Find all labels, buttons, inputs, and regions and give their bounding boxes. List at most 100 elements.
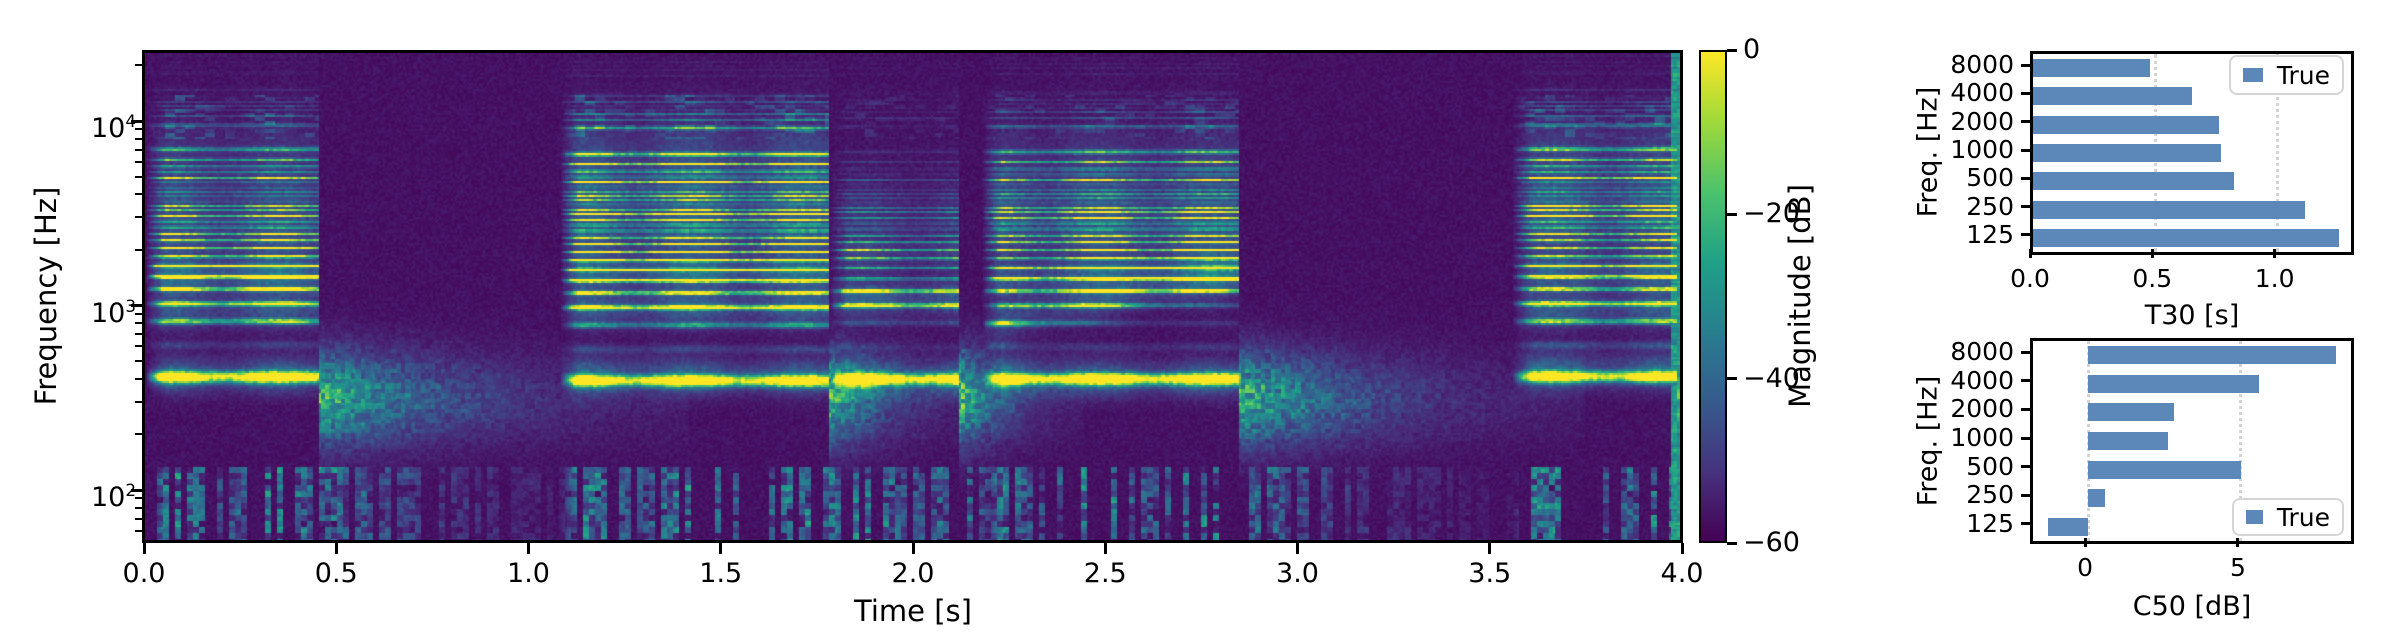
colorbar-tick-label: −20 xyxy=(1743,198,1800,230)
y-minor-tick xyxy=(135,64,142,67)
y-tick-label: 2000 xyxy=(1950,106,2014,136)
x-tick-label: 1.5 xyxy=(699,558,743,589)
y-minor-tick xyxy=(135,128,142,131)
y-tick xyxy=(2021,465,2030,469)
x-tick xyxy=(527,543,530,554)
y-minor-tick xyxy=(135,193,142,196)
x-tick-label: 1.0 xyxy=(507,558,550,589)
x-tick xyxy=(2150,249,2154,258)
y-tick-label: 4000 xyxy=(1950,78,2014,108)
bar-4000 xyxy=(2088,374,2260,393)
x-tick xyxy=(1296,543,1299,554)
y-tick xyxy=(2021,436,2030,440)
c50-xlabel: C50 [dB] xyxy=(2132,591,2252,622)
bar-125 xyxy=(2048,517,2089,536)
y-minor-tick xyxy=(135,506,142,509)
colorbar-tick xyxy=(1727,48,1737,52)
spectrogram-ylabel: Frequency [Hz] xyxy=(29,186,63,406)
colorbar-tick xyxy=(1727,212,1737,216)
y-tick xyxy=(131,488,142,492)
colorbar-tick-label: −40 xyxy=(1743,362,1800,394)
gridline xyxy=(2239,341,2243,541)
t30-legend-label: True xyxy=(2276,60,2330,90)
y-minor-tick xyxy=(135,322,142,325)
bar-250 xyxy=(2033,200,2305,219)
c50-ylabel: Freq. [Hz] xyxy=(1912,375,1944,507)
y-tick-label: 500 xyxy=(1966,163,2014,193)
bar-2000 xyxy=(2033,115,2219,134)
colorbar-tick-label: −60 xyxy=(1743,527,1800,558)
colorbar-label: Magnitude [dB] xyxy=(1783,184,1817,408)
x-tick-label: 2.5 xyxy=(1083,558,1127,589)
y-minor-tick xyxy=(135,137,142,140)
c50-legend-label: True xyxy=(2276,502,2330,532)
x-tick-label: 4.0 xyxy=(1660,558,1704,589)
t30-xlabel: T30 [s] xyxy=(2144,300,2240,331)
bar-250 xyxy=(2088,489,2105,508)
x-tick-label: 0 xyxy=(2077,553,2093,582)
bar-8000 xyxy=(2033,59,2151,78)
c50-legend-swatch xyxy=(2246,510,2263,524)
x-tick-label: 3.5 xyxy=(1468,558,1512,589)
y-minor-tick xyxy=(135,312,142,315)
x-tick xyxy=(1680,543,1684,554)
bar-125 xyxy=(2033,228,2339,247)
x-tick xyxy=(911,543,915,554)
y-tick-label: 4000 xyxy=(1950,365,2014,395)
y-minor-tick xyxy=(135,248,142,251)
x-tick xyxy=(2236,538,2240,547)
y-tick xyxy=(2021,493,2030,497)
y-minor-tick xyxy=(135,360,142,363)
colorbar-tick xyxy=(1727,541,1737,545)
y-tick xyxy=(2021,522,2030,526)
y-tick xyxy=(2021,148,2030,152)
y-minor-tick xyxy=(135,175,142,178)
y-tick-label: 500 xyxy=(1966,451,2014,481)
y-tick-label: 8000 xyxy=(1950,50,2014,80)
y-minor-tick xyxy=(135,148,142,151)
x-tick xyxy=(1488,543,1492,554)
y-tick-label: 250 xyxy=(1966,191,2014,221)
t30-ylabel: Freq. [Hz] xyxy=(1912,86,1944,218)
y-tick xyxy=(2021,205,2030,209)
y-tick-label: 125 xyxy=(1966,508,2014,538)
y-tick-label: 1000 xyxy=(1950,135,2014,164)
spectrogram-xlabel: Time [s] xyxy=(854,594,972,628)
x-tick xyxy=(142,543,146,554)
y-tick xyxy=(2021,120,2030,124)
y-minor-tick xyxy=(135,517,142,520)
y-tick-label: 250 xyxy=(1966,480,2014,510)
bar-8000 xyxy=(2088,346,2336,365)
y-tick xyxy=(2021,379,2030,383)
x-tick-label: 0.5 xyxy=(314,558,358,589)
bar-1000 xyxy=(2033,144,2222,162)
y-minor-tick xyxy=(135,333,142,336)
y-minor-tick xyxy=(135,216,142,219)
y-tick-label: 104 xyxy=(90,111,136,144)
y-minor-tick xyxy=(135,377,142,380)
y-tick xyxy=(2021,176,2030,180)
x-tick xyxy=(2273,249,2277,258)
y-tick-label: 2000 xyxy=(1950,394,2014,424)
x-tick xyxy=(719,543,723,554)
x-tick xyxy=(2083,538,2087,547)
y-tick-label: 103 xyxy=(90,295,136,329)
bar-4000 xyxy=(2033,87,2192,106)
x-tick-label: 5 xyxy=(2229,553,2246,582)
y-tick xyxy=(2021,233,2030,237)
t30-legend: True xyxy=(2229,55,2344,95)
y-tick-label: 1000 xyxy=(1950,423,2014,452)
bar-1000 xyxy=(2088,432,2168,450)
y-tick-label: 8000 xyxy=(1950,337,2014,367)
x-tick xyxy=(334,543,338,554)
colorbar xyxy=(1699,50,1727,543)
y-tick-label: 102 xyxy=(90,480,136,513)
colorbar-tick xyxy=(1727,377,1737,381)
y-tick xyxy=(2021,407,2030,411)
bar-500 xyxy=(2033,172,2234,191)
y-minor-tick xyxy=(135,433,142,436)
x-tick-label: 1.0 xyxy=(2254,264,2295,293)
y-minor-tick xyxy=(135,160,142,163)
y-tick xyxy=(131,119,142,123)
